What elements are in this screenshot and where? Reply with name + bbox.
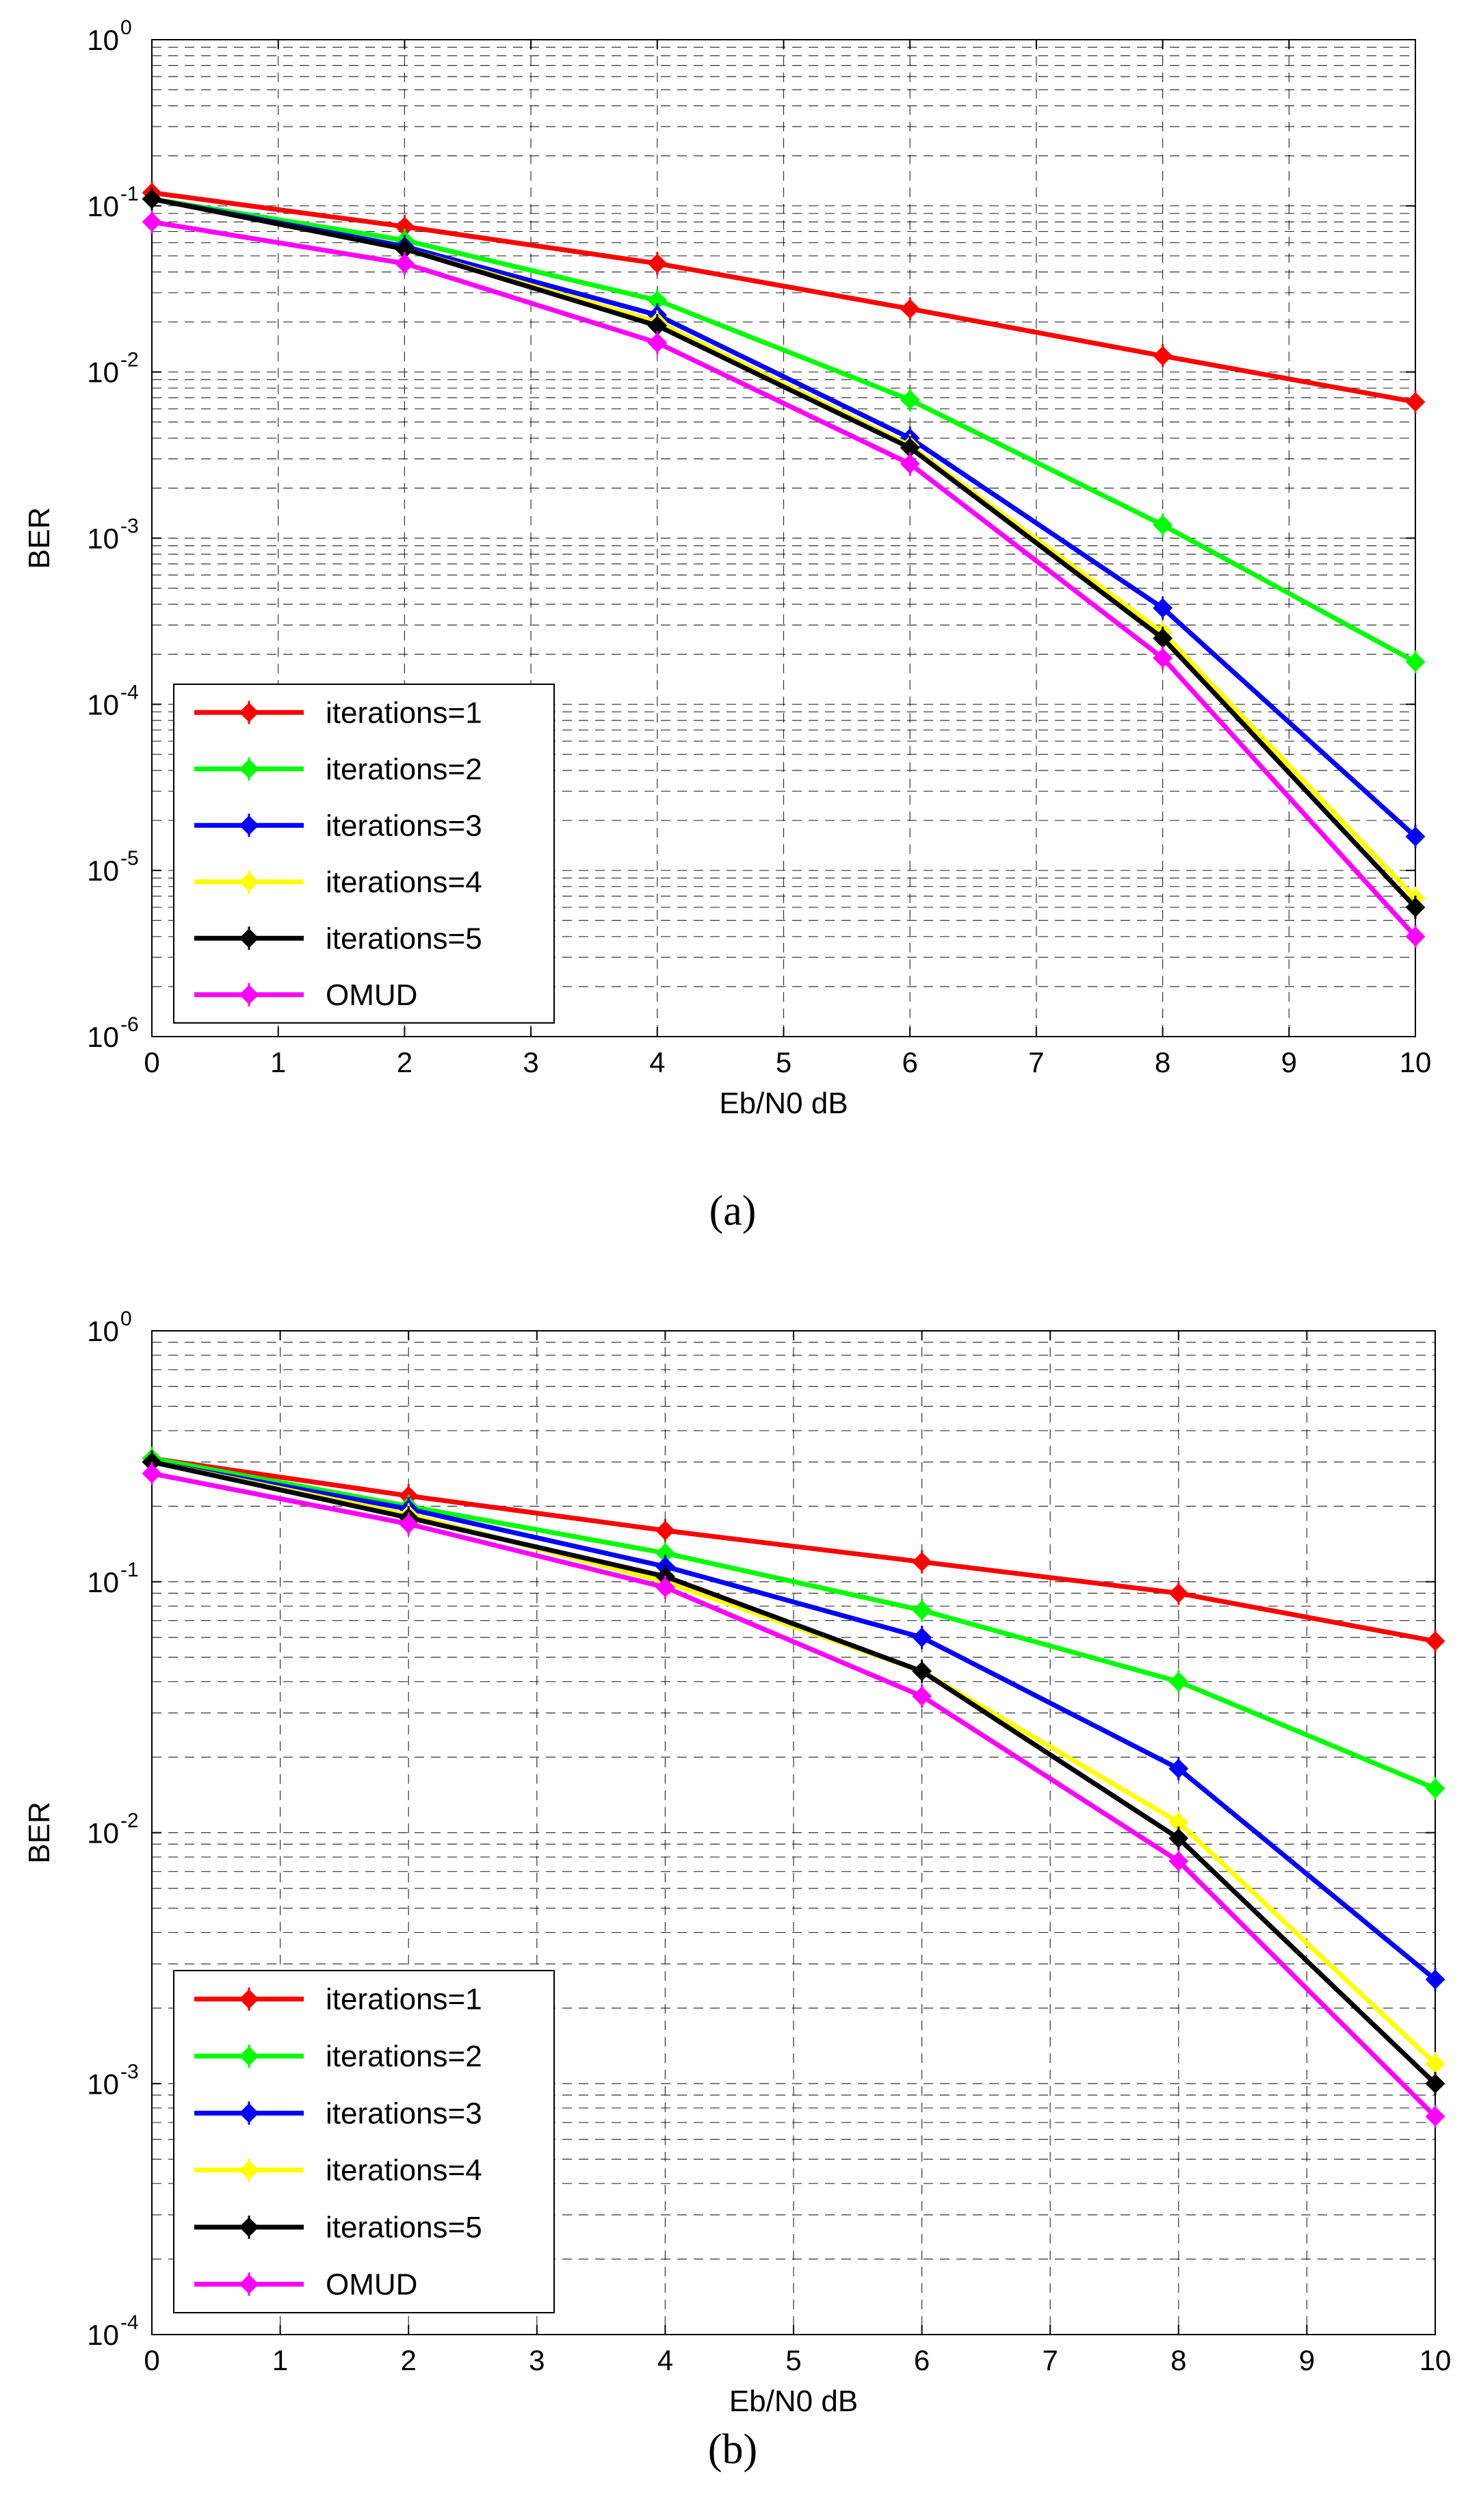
legend: iterations=1 iterations=2 iterations=3 iter…: [173, 684, 555, 1024]
x-tick-label: 10: [1400, 1046, 1432, 1078]
y-tick-exponent: -2: [120, 349, 139, 372]
legend-label: iterations=4: [326, 866, 482, 899]
series-line: [151, 219, 1417, 939]
series-line: [151, 190, 1416, 404]
y-tick-exponent: 0: [120, 1308, 132, 1330]
y-tick-exponent: -5: [120, 847, 139, 870]
y-tick-label: 10: [87, 688, 119, 720]
y-tick-label: 10: [87, 1817, 119, 1849]
x-tick-label: 10: [1419, 2344, 1452, 2376]
legend-label: iterations=5: [326, 922, 482, 955]
legend-item-4: iterations=4: [194, 2154, 482, 2187]
series-line: [151, 196, 1417, 909]
x-tick-label: 7: [1043, 2344, 1058, 2376]
legend-label: iterations=1: [326, 696, 482, 729]
x-tick-label: 0: [144, 1046, 159, 1078]
legend-item-2: iterations=2: [194, 2040, 482, 2073]
legend-label: OMUD: [326, 2268, 417, 2301]
legend-label: iterations=2: [326, 753, 482, 786]
y-axis-label: BER: [23, 507, 56, 569]
y-tick-label: 10: [87, 1021, 119, 1053]
x-tick-label: 9: [1299, 2344, 1315, 2376]
x-axis-label: Eb/N0 dB: [729, 2385, 858, 2418]
legend-item-3: iterations=3: [194, 2096, 482, 2130]
y-tick-label: 10: [87, 2319, 119, 2351]
y-tick-label: 10: [87, 24, 119, 56]
y-tick-exponent: -4: [120, 2311, 139, 2334]
legend-label: OMUD: [326, 978, 417, 1012]
x-tick-label: 4: [649, 1046, 665, 1078]
x-tick-label: 6: [914, 2344, 930, 2376]
legend-label: iterations=3: [326, 2096, 482, 2130]
series-line: [151, 1459, 1437, 2066]
x-tick-label: 6: [902, 1046, 918, 1078]
caption-a: (a): [709, 1188, 757, 1234]
y-tick-exponent: -3: [120, 515, 139, 538]
x-tick-label: 5: [776, 1046, 791, 1078]
legend-label: iterations=4: [326, 2154, 482, 2187]
legend-item-6: OMUD: [194, 978, 417, 1012]
y-tick-exponent: -6: [120, 1013, 139, 1036]
y-tick-label: 10: [87, 523, 119, 555]
y-tick-label: 10: [87, 356, 119, 389]
legend-label: iterations=1: [326, 1983, 482, 2016]
x-tick-label: 2: [397, 1046, 413, 1078]
y-tick-exponent: 0: [120, 16, 132, 39]
y-tick-label: 10: [87, 190, 119, 222]
x-tick-label: 5: [785, 2344, 801, 2376]
caption-b: (b): [708, 2426, 757, 2473]
y-tick-exponent: -1: [120, 1559, 139, 1581]
legend-item-1: iterations=1: [194, 696, 482, 729]
series-5: [142, 187, 1426, 920]
legend-item-1: iterations=1: [194, 1983, 482, 2016]
y-tick-label: 10: [87, 1315, 119, 1347]
y-tick-label: 10: [87, 2068, 119, 2100]
series-line: [151, 1456, 1436, 1644]
x-tick-label: 1: [270, 1046, 286, 1078]
x-tick-label: 2: [401, 2344, 417, 2376]
x-tick-label: 8: [1170, 2344, 1186, 2376]
legend-item-5: iterations=5: [194, 2211, 482, 2244]
x-tick-label: 1: [272, 2344, 288, 2376]
legend-item-4: iterations=4: [194, 866, 482, 899]
series-3: [142, 187, 1426, 848]
legend-item-5: iterations=5: [194, 922, 482, 955]
legend-label: iterations=2: [326, 2040, 482, 2073]
series-6: [142, 1462, 1445, 2129]
x-tick-label: 8: [1155, 1046, 1170, 1078]
legend: iterations=1 iterations=2 iterations=3 iter…: [173, 1970, 555, 2313]
series-line: [151, 1471, 1437, 2118]
series-6: [142, 210, 1426, 948]
y-tick-exponent: -3: [120, 2060, 139, 2083]
y-axis-label: BER: [23, 1802, 56, 1863]
series-line: [151, 196, 1417, 664]
legend-box: [173, 684, 555, 1024]
legend-label: iterations=5: [326, 2211, 482, 2244]
series-line: [151, 1456, 1437, 1791]
series-line: [151, 1459, 1437, 1982]
x-tick-label: 9: [1281, 1046, 1297, 1078]
legend-item-3: iterations=3: [194, 809, 482, 842]
x-tick-label: 7: [1028, 1046, 1044, 1078]
legend-label: iterations=3: [326, 809, 482, 842]
x-tick-label: 3: [523, 1046, 538, 1078]
legend-box: [173, 1970, 555, 2313]
y-tick-exponent: -1: [120, 183, 139, 205]
y-tick-exponent: -2: [120, 1810, 139, 1832]
x-axis-label: Eb/N0 dB: [719, 1087, 848, 1120]
legend-item-2: iterations=2: [194, 753, 482, 786]
y-tick-exponent: -4: [120, 681, 139, 703]
series-line: [151, 1459, 1437, 2086]
x-tick-label: 0: [144, 2344, 159, 2376]
legend-item-6: OMUD: [194, 2268, 417, 2301]
x-tick-label: 3: [529, 2344, 545, 2376]
y-tick-label: 10: [87, 855, 119, 887]
x-tick-label: 4: [657, 2344, 673, 2376]
y-tick-label: 10: [87, 1566, 119, 1598]
